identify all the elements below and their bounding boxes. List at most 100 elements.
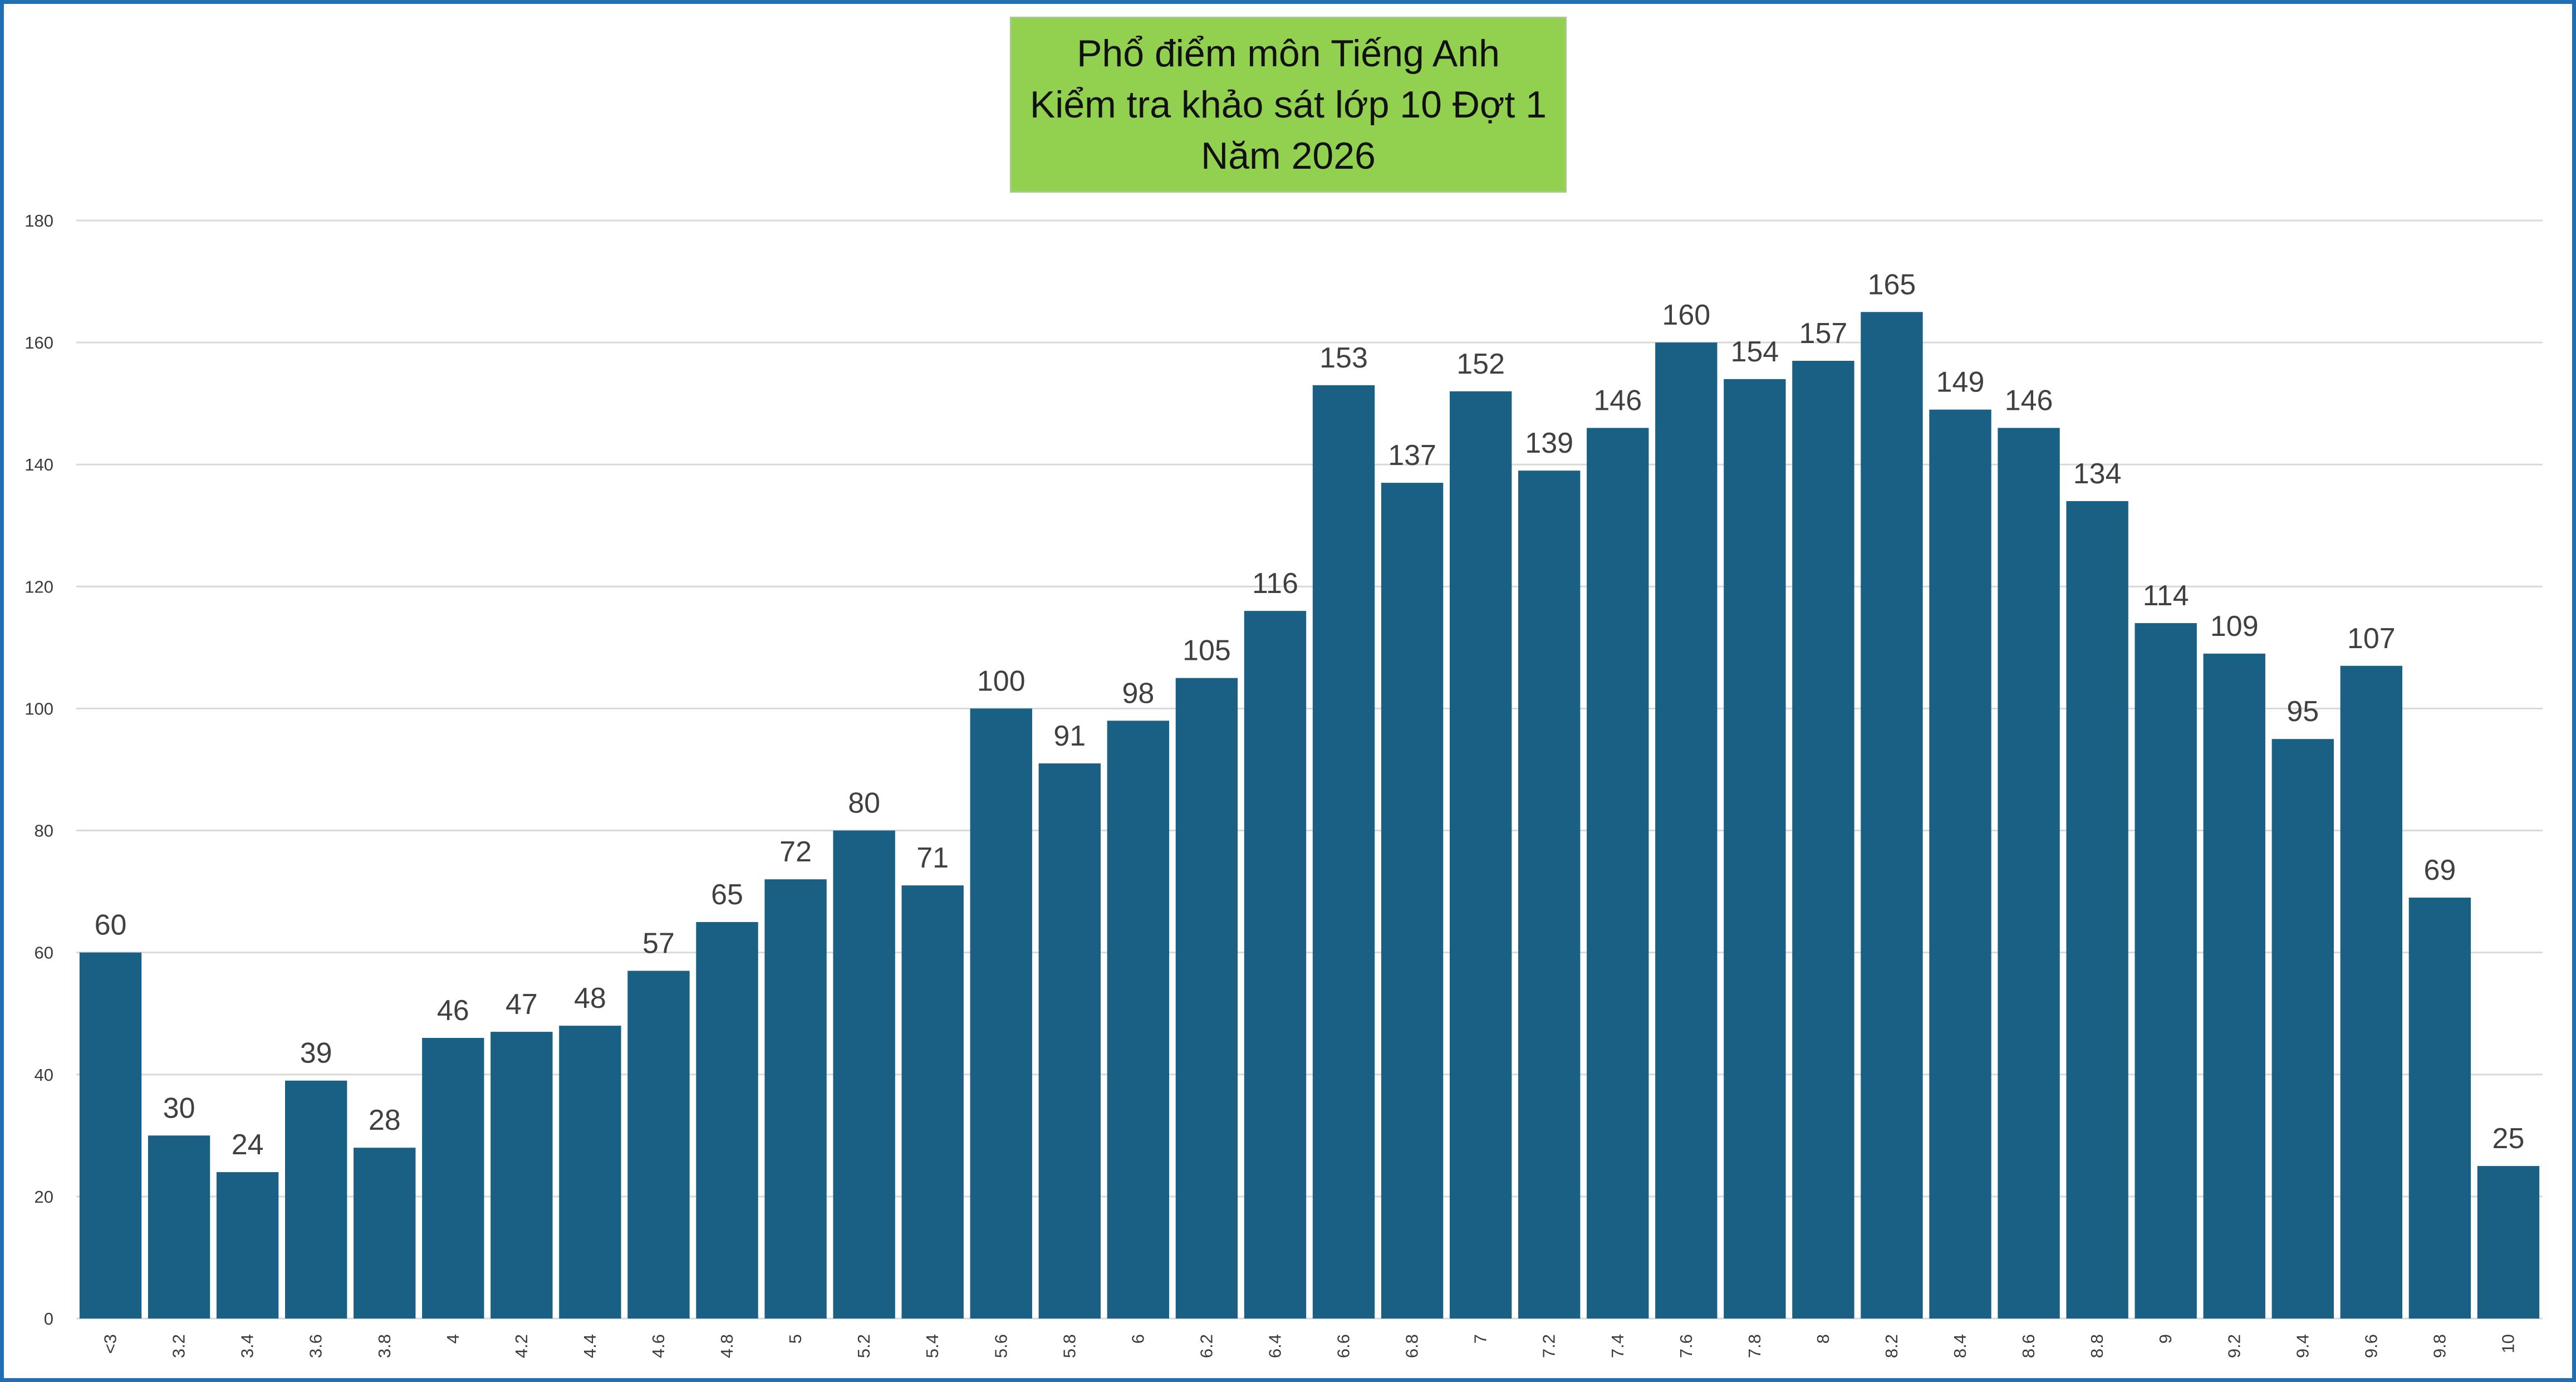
bar-8.6 bbox=[1998, 428, 2060, 1319]
data-label-3.4: 24 bbox=[232, 1129, 264, 1161]
bar-9 bbox=[2135, 623, 2197, 1319]
data-label-7.4: 146 bbox=[1593, 384, 1642, 416]
bar-7.4 bbox=[1587, 428, 1649, 1319]
chart-title-box: Phổ điểm môn Tiếng Anh Kiểm tra khảo sát… bbox=[1010, 17, 1567, 193]
data-label-8.6: 146 bbox=[2005, 384, 2053, 416]
x-tick-label-10: 10 bbox=[2498, 1334, 2518, 1353]
data-label-7: 152 bbox=[1456, 348, 1505, 380]
bar-3.6 bbox=[285, 1080, 347, 1319]
bar-3.4 bbox=[216, 1172, 279, 1319]
bar-6 bbox=[1107, 721, 1170, 1319]
x-tick-label-3.4: 3.4 bbox=[238, 1334, 257, 1358]
bar-9.8 bbox=[2408, 898, 2471, 1319]
x-tick-label-8.6: 8.6 bbox=[2019, 1334, 2038, 1358]
y-tick-label: 180 bbox=[24, 211, 53, 231]
x-tick-label-8.8: 8.8 bbox=[2087, 1334, 2107, 1358]
x-tick-label-7.6: 7.6 bbox=[1676, 1334, 1696, 1358]
gridlines bbox=[76, 219, 2543, 1320]
bar-8 bbox=[1792, 360, 1854, 1319]
x-tick-label-3.2: 3.2 bbox=[169, 1334, 189, 1358]
data-label-8.2: 165 bbox=[1868, 268, 1916, 301]
chart-title-line-2: Kiểm tra khảo sát lớp 10 Đợt 1 bbox=[1029, 84, 1547, 126]
bar-<3 bbox=[79, 952, 142, 1319]
data-label-5.8: 91 bbox=[1053, 720, 1086, 752]
y-tick-label: 160 bbox=[24, 333, 53, 352]
data-label-6.8: 137 bbox=[1388, 439, 1436, 472]
y-tick-label: 140 bbox=[24, 455, 53, 474]
x-tick-label-7: 7 bbox=[1471, 1334, 1490, 1344]
bar-10 bbox=[2477, 1166, 2540, 1319]
x-tick-label-9.2: 9.2 bbox=[2224, 1334, 2244, 1358]
x-tick-label-5.6: 5.6 bbox=[991, 1334, 1010, 1358]
data-label-9.2: 109 bbox=[2210, 610, 2259, 643]
x-axis-ticks: <3 3.2 3.4 3.6 3.8 4 4.2 4.4 4.6 4.8 5 5.2 5.4 5.6 5.8… bbox=[101, 1334, 2518, 1358]
bar-9.4 bbox=[2271, 739, 2334, 1319]
data-label-6.4: 116 bbox=[1252, 567, 1298, 600]
y-axis-ticks: 0 20 40 60 80 100 120 140 160 180 bbox=[24, 211, 53, 1329]
x-tick-label-8.2: 8.2 bbox=[1882, 1334, 1901, 1358]
x-tick-label-5.2: 5.2 bbox=[854, 1334, 874, 1358]
chart-title-line-3: Năm 2026 bbox=[1201, 135, 1376, 177]
bar-3.8 bbox=[354, 1148, 416, 1319]
x-tick-label-3.8: 3.8 bbox=[375, 1334, 394, 1358]
x-tick-label-7.2: 7.2 bbox=[1539, 1334, 1559, 1358]
bar-4.6 bbox=[627, 971, 690, 1319]
bar-8.8 bbox=[2066, 501, 2128, 1319]
data-label-6.6: 153 bbox=[1319, 342, 1368, 374]
data-label-3.8: 28 bbox=[369, 1104, 401, 1136]
x-tick-label-4: 4 bbox=[443, 1334, 463, 1344]
bar-5.6 bbox=[970, 708, 1032, 1319]
x-tick-label-9.4: 9.4 bbox=[2293, 1334, 2312, 1358]
bar-8.2 bbox=[1861, 312, 1923, 1319]
bar-4.2 bbox=[490, 1032, 553, 1319]
data-label-9: 114 bbox=[2143, 580, 2189, 612]
y-tick-label: 40 bbox=[35, 1065, 53, 1085]
x-tick-label-8.4: 8.4 bbox=[1950, 1334, 1970, 1358]
bar-8.4 bbox=[1929, 409, 1991, 1319]
chart-title-line-1: Phổ điểm môn Tiếng Anh bbox=[1077, 32, 1500, 75]
y-tick-label: 100 bbox=[24, 699, 53, 718]
bar-5.8 bbox=[1038, 763, 1101, 1319]
x-tick-label-7.4: 7.4 bbox=[1608, 1334, 1627, 1358]
x-tick-label-5.8: 5.8 bbox=[1059, 1334, 1079, 1358]
x-tick-label-6.8: 6.8 bbox=[1402, 1334, 1422, 1358]
x-tick-label-8: 8 bbox=[1813, 1334, 1833, 1344]
x-tick-label-4.8: 4.8 bbox=[717, 1334, 737, 1358]
data-label-8.8: 134 bbox=[2073, 458, 2122, 490]
data-label-9.6: 107 bbox=[2347, 623, 2396, 655]
data-label-4.8: 65 bbox=[711, 879, 743, 911]
data-label-4.2: 47 bbox=[506, 988, 538, 1021]
bar-7.8 bbox=[1724, 379, 1786, 1319]
bar-5.4 bbox=[901, 885, 964, 1319]
y-tick-label: 60 bbox=[35, 943, 53, 963]
bar-4 bbox=[422, 1038, 484, 1319]
data-label-9.4: 95 bbox=[2286, 695, 2319, 728]
bar-3.2 bbox=[148, 1135, 210, 1319]
bar-4.8 bbox=[696, 922, 758, 1319]
bar-6.2 bbox=[1175, 678, 1238, 1319]
bar-6.6 bbox=[1312, 385, 1375, 1319]
data-label-7.6: 160 bbox=[1662, 299, 1710, 331]
data-label-5.6: 100 bbox=[977, 665, 1026, 697]
x-tick-label-6.2: 6.2 bbox=[1196, 1334, 1216, 1358]
y-tick-label: 120 bbox=[24, 577, 53, 596]
data-label-10: 25 bbox=[2492, 1123, 2525, 1155]
x-tick-label-9: 9 bbox=[2156, 1334, 2175, 1344]
data-label-5.4: 71 bbox=[916, 842, 949, 874]
y-tick-label: 20 bbox=[35, 1187, 53, 1207]
x-tick-label-7.8: 7.8 bbox=[1745, 1334, 1764, 1358]
data-label-<3: 60 bbox=[95, 909, 127, 942]
data-label-3.6: 39 bbox=[300, 1037, 332, 1070]
bar-7.2 bbox=[1518, 471, 1581, 1319]
bar-5 bbox=[764, 879, 827, 1319]
data-label-9.8: 69 bbox=[2423, 854, 2456, 886]
data-label-8.4: 149 bbox=[1936, 366, 1985, 399]
bar-6.8 bbox=[1381, 483, 1444, 1319]
data-label-4.4: 48 bbox=[574, 982, 606, 1015]
x-tick-label-5.4: 5.4 bbox=[923, 1334, 942, 1358]
data-label-3.2: 30 bbox=[163, 1092, 195, 1124]
x-tick-label-4.2: 4.2 bbox=[512, 1334, 531, 1358]
data-label-5: 72 bbox=[779, 836, 812, 868]
x-tick-label-5: 5 bbox=[786, 1334, 805, 1344]
